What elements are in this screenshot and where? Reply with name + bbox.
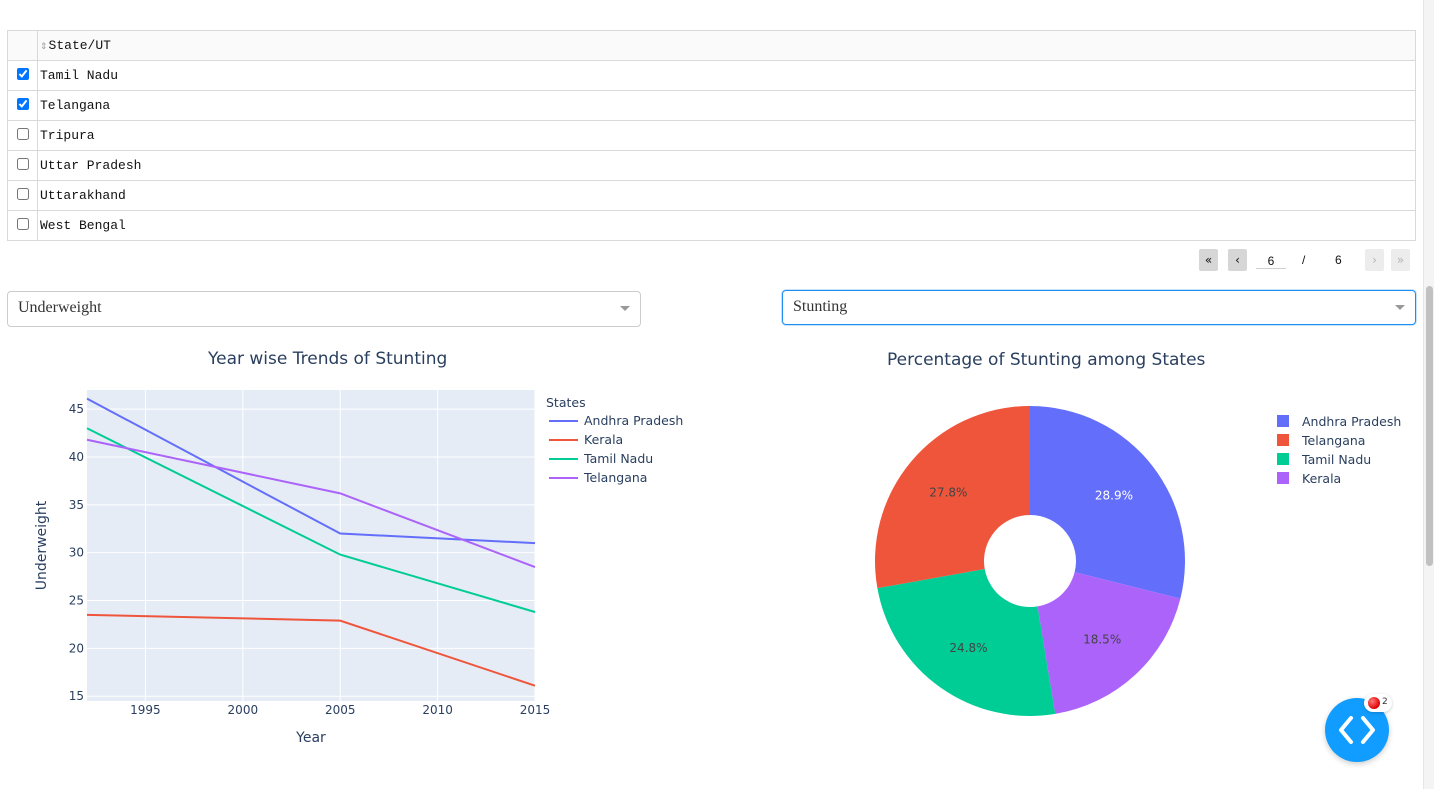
scrollbar-thumb[interactable] (1426, 286, 1433, 566)
last-page-button[interactable]: » (1391, 249, 1410, 271)
y-tick-label: 15 (69, 689, 84, 703)
state-cell: Tamil Nadu (37, 60, 1416, 91)
row-checkbox[interactable] (16, 187, 29, 200)
pie-slice (1037, 572, 1181, 714)
pie-chart-title: Percentage of Stunting among States (887, 350, 1206, 370)
chevron-down-icon[interactable] (1395, 305, 1405, 310)
legend-item-label: Tamil Nadu (583, 451, 653, 466)
state-cell: Telangana (37, 90, 1416, 121)
dropdown-left-value: Underweight (18, 299, 102, 316)
legend-item-label: Kerala (584, 432, 623, 447)
legend-item-label: Kerala (1302, 471, 1341, 486)
y-tick-label: 20 (69, 641, 84, 655)
row-checkbox[interactable] (16, 217, 29, 230)
legend-swatch (1277, 472, 1289, 484)
x-tick-label: 1995 (130, 703, 161, 717)
code-icon (1339, 716, 1375, 744)
y-tick-label: 30 (69, 546, 84, 560)
legend-item-label: Telangana (1301, 433, 1365, 448)
first-page-button[interactable]: « (1199, 249, 1218, 271)
y-tick-label: 40 (69, 450, 84, 464)
legend-item-label: Andhra Pradesh (584, 413, 683, 428)
legend-swatch (1277, 453, 1289, 465)
x-tick-label: 2015 (520, 703, 551, 717)
slice-label: 24.8% (949, 641, 987, 655)
y-axis-label: Underweight (34, 500, 50, 590)
state-column-label: State/UT (48, 38, 111, 53)
x-tick-label: 2010 (422, 703, 453, 717)
state-column-header[interactable]: ⇕State/UT (37, 30, 1416, 61)
row-checkbox[interactable] (16, 127, 29, 140)
legend-title: States (546, 395, 586, 410)
x-axis-label: Year (295, 730, 326, 746)
legend-item-label: Telangana (583, 470, 647, 485)
table-row: Uttar Pradesh (7, 150, 1416, 181)
y-tick-label: 35 (69, 498, 84, 512)
y-tick-label: 25 (69, 594, 84, 608)
select-column-header (7, 30, 38, 61)
pie-chart: 28.9% 18.5% 24.8% 27.8% Andhra Pradesh Telang… (875, 406, 1401, 716)
slice-label: 28.9% (1095, 488, 1133, 502)
error-dot-icon (1368, 697, 1380, 709)
pie-slice (877, 569, 1056, 716)
table-row: Uttarakhand (7, 180, 1416, 211)
series-line (86, 397, 536, 545)
x-tick-label: 2000 (228, 703, 259, 717)
table-row: West Bengal (7, 210, 1416, 241)
slice-label: 18.5% (1083, 632, 1121, 646)
line-chart-title: Year wise Trends of Stunting (208, 349, 448, 369)
sort-icon[interactable]: ⇕ (40, 42, 48, 52)
dropdown-right-value: Stunting (793, 298, 848, 315)
chevron-down-icon[interactable] (620, 306, 630, 311)
page-total: 6 (1335, 253, 1342, 267)
error-count: 2 (1382, 697, 1388, 707)
legend-item-label: Andhra Pradesh (1302, 414, 1401, 429)
series-line (86, 438, 536, 568)
y-tick-label: 45 (69, 402, 84, 416)
state-table: ⇕State/UT Tamil Nadu Telangana Tripura U… (7, 30, 1416, 241)
table-row: Tamil Nadu (7, 60, 1416, 91)
legend-swatch (1277, 415, 1289, 427)
line-chart: 1995 2000 2005 2010 2015 15 20 25 30 35 40 45 Year Un… (34, 390, 683, 746)
page-number-input[interactable] (1256, 253, 1286, 269)
page-separator: / (1302, 253, 1306, 267)
plot-background (87, 390, 535, 701)
x-tick-label: 2005 (325, 703, 356, 717)
table-row: Telangana (7, 90, 1416, 121)
row-checkbox[interactable] (16, 97, 29, 110)
row-checkbox[interactable] (16, 67, 29, 80)
indicator-dropdown-right[interactable]: Stunting (782, 290, 1416, 325)
slice-label: 27.8% (929, 486, 967, 500)
legend-item-label: Tamil Nadu (1301, 452, 1371, 467)
previous-page-button[interactable]: ‹ (1228, 249, 1247, 271)
series-line (86, 427, 536, 613)
row-checkbox[interactable] (16, 157, 29, 170)
indicator-dropdown-left[interactable]: Underweight (7, 291, 641, 327)
state-cell: West Bengal (37, 210, 1416, 241)
series-line (86, 613, 536, 687)
pie-slice (1030, 406, 1185, 599)
legend-swatch (1277, 434, 1289, 446)
error-badge[interactable]: 2 (1364, 694, 1392, 712)
table-header-row: ⇕State/UT (7, 30, 1416, 61)
pie-slice (875, 406, 1030, 589)
state-cell: Uttar Pradesh (37, 150, 1416, 181)
state-cell: Uttarakhand (37, 180, 1416, 211)
next-page-button[interactable]: › (1365, 249, 1384, 271)
state-cell: Tripura (37, 120, 1416, 151)
table-row: Tripura (7, 120, 1416, 151)
